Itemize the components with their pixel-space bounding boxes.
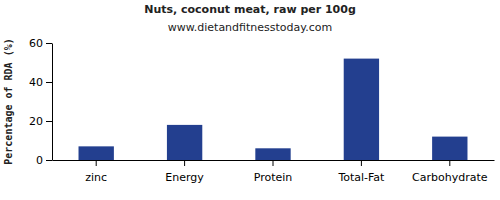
bar	[79, 146, 114, 160]
y-tick-mark	[46, 160, 52, 161]
chart-container: Nuts, coconut meat, raw per 100g www.diet…	[0, 0, 500, 200]
y-tick-label: 60	[29, 37, 43, 50]
x-tick-mark	[184, 160, 185, 166]
x-tick-mark	[449, 160, 450, 166]
x-tick-label: Carbohydrate	[412, 171, 488, 184]
bar	[344, 59, 379, 160]
y-axis: 0 20 40 60	[29, 37, 53, 167]
x-axis: zinc Energy Protein Total-Fat Carbohydrate	[53, 160, 495, 184]
y-axis-title: Percentage of RDA (%)	[3, 38, 14, 164]
x-tick-mark	[273, 160, 274, 166]
x-tick: Carbohydrate	[412, 160, 488, 184]
bars	[79, 59, 468, 160]
x-tick: Energy	[165, 160, 204, 184]
x-tick-label: Protein	[254, 171, 293, 184]
x-tick-label: Energy	[165, 171, 204, 184]
x-tick-mark	[361, 160, 362, 166]
x-tick-label: Total-Fat	[337, 171, 385, 184]
y-tick: 20	[29, 115, 52, 128]
x-tick-mark	[96, 160, 97, 166]
y-tick-mark	[46, 82, 52, 83]
x-tick: Total-Fat	[337, 160, 385, 184]
y-tick: 40	[29, 76, 52, 89]
bar	[255, 148, 290, 160]
bar	[432, 137, 467, 160]
y-tick-label: 40	[29, 76, 43, 89]
y-tick-mark	[46, 121, 52, 122]
plot-area: 0 20 40 60 zinc Energy Protein Total-Fat Carbohy…	[29, 37, 495, 184]
y-tick-label: 20	[29, 115, 43, 128]
y-tick: 0	[36, 154, 52, 167]
y-tick-mark	[46, 43, 52, 44]
x-tick: zinc	[85, 160, 107, 184]
bar	[167, 125, 202, 160]
chart-subtitle: www.dietandfitnesstoday.com	[168, 21, 332, 34]
chart-svg: Nuts, coconut meat, raw per 100g www.diet…	[0, 0, 500, 200]
y-tick: 60	[29, 37, 52, 50]
x-tick: Protein	[254, 160, 293, 184]
y-axis-line	[52, 44, 53, 161]
y-tick-label: 0	[36, 154, 43, 167]
x-tick-label: zinc	[85, 171, 107, 184]
chart-title: Nuts, coconut meat, raw per 100g	[144, 3, 356, 16]
